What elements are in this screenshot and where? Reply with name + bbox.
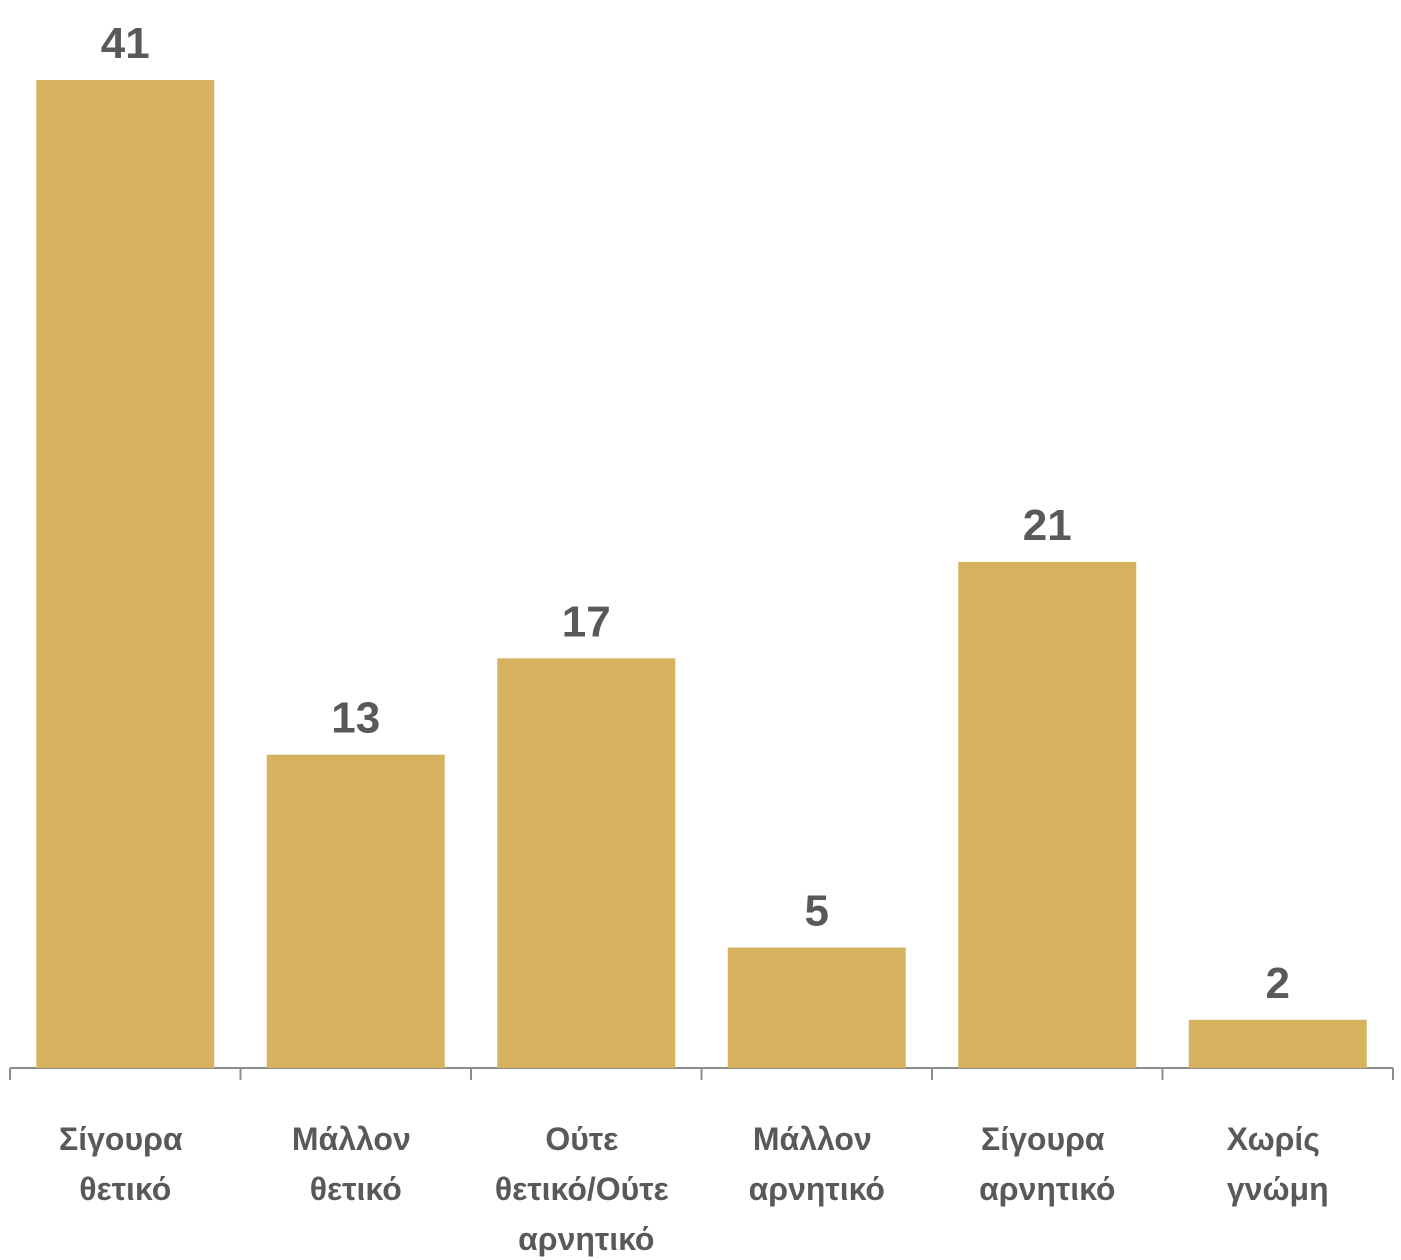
bar <box>266 754 445 1068</box>
value-label: 17 <box>562 597 611 646</box>
value-label: 21 <box>1023 501 1072 550</box>
value-label: 2 <box>1266 959 1290 1008</box>
x-tick-label: Σίγουρα θετικό <box>59 1121 191 1207</box>
value-label: 13 <box>331 694 380 743</box>
bar <box>497 658 676 1068</box>
x-tick-label: Ούτε θετικό/Ούτε αρνητικό <box>495 1121 678 1257</box>
x-tick-label: Μάλλον θετικό <box>292 1121 420 1207</box>
bar <box>727 947 906 1068</box>
value-label: 5 <box>805 887 829 936</box>
bar <box>958 561 1137 1068</box>
bar <box>36 80 215 1068</box>
x-tick-label: Μάλλον αρνητικό <box>749 1121 885 1207</box>
x-tick-label: Σίγουρα αρνητικό <box>979 1121 1115 1207</box>
bar <box>1188 1019 1367 1068</box>
value-label: 41 <box>101 19 150 68</box>
x-tick-label: Χωρίς γνώμη <box>1227 1121 1329 1207</box>
